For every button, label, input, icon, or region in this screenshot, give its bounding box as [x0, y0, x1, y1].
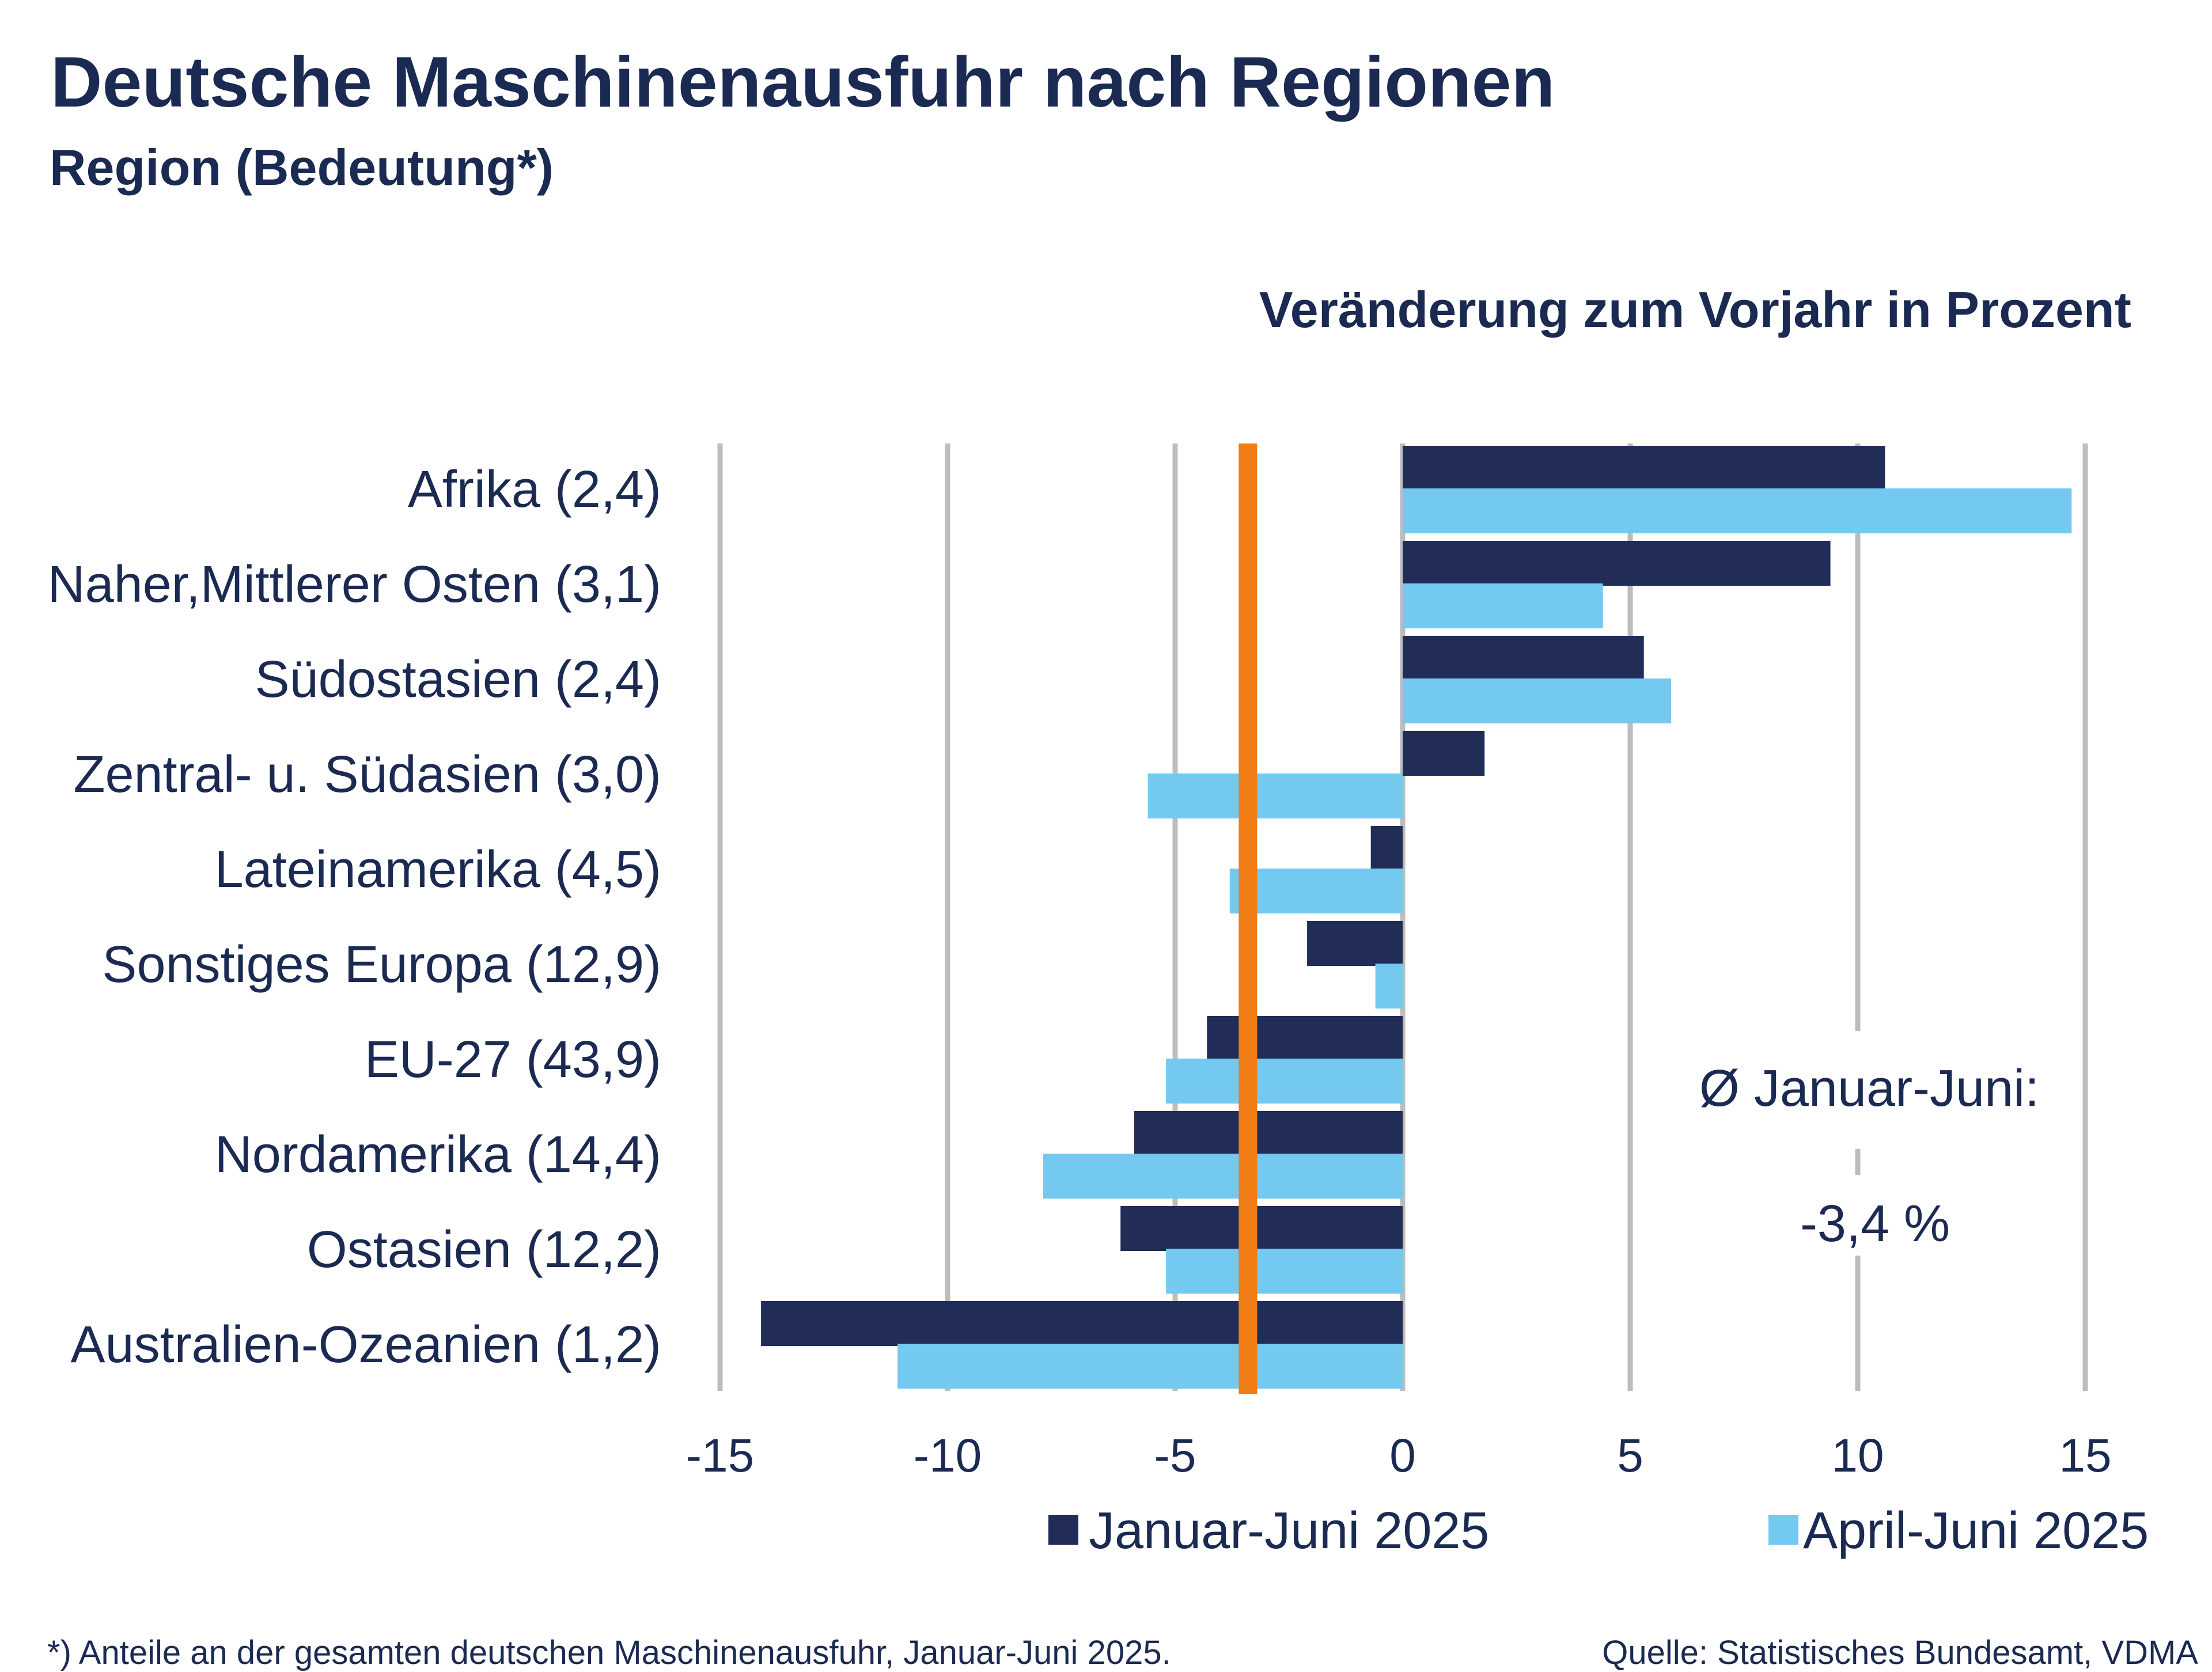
bar-januar-juni: [1134, 1111, 1403, 1156]
legend-swatch: [1048, 1515, 1078, 1545]
legend-label: April-Juni 2025: [1803, 1502, 2149, 1560]
annotation-value: -3,4 %: [1800, 1195, 1950, 1253]
bar-april-juni: [1375, 964, 1403, 1008]
legend-swatch: [1768, 1515, 1798, 1545]
bar-januar-juni: [1403, 446, 1885, 491]
category-label: Südostasien (2,4): [255, 651, 661, 708]
bar-januar-juni: [1120, 1206, 1403, 1251]
category-label: Ostasien (12,2): [307, 1221, 661, 1279]
annotation-box: [1659, 1031, 2074, 1149]
bar-januar-juni: [1403, 636, 1644, 681]
x-axis-labels: -15 -10 -5 0 5 10 15: [686, 1430, 2112, 1482]
x-tick-label: 15: [2059, 1430, 2111, 1482]
bar-januar-juni: [1370, 826, 1403, 871]
legend-label: Januar-Juni 2025: [1089, 1502, 1489, 1560]
x-tick-label: 0: [1389, 1430, 1416, 1482]
x-tick-label: -10: [914, 1430, 982, 1482]
average-line: [1238, 443, 1257, 1394]
page-title: Deutsche Maschinenausfuhr nach Regionen: [51, 43, 1555, 122]
category-label: Nordamerika (14,4): [215, 1126, 661, 1184]
category-label: Afrika (2,4): [408, 461, 661, 518]
average-annotation: Ø Januar-Juni: -3,4 %: [1659, 1031, 2074, 1256]
category-label: Lateinamerika (4,5): [215, 841, 661, 898]
x-tick-label: 5: [1617, 1430, 1643, 1482]
category-label: Naher,Mittlerer Osten (3,1): [48, 556, 661, 613]
category-label: Australien-Ozeanien (1,2): [70, 1316, 661, 1374]
category-label: EU-27 (43,9): [365, 1031, 661, 1089]
category-labels: Afrika (2,4) Naher,Mittlerer Osten (3,1) S…: [48, 461, 661, 1374]
category-label: Sonstiges Europa (12,9): [102, 936, 661, 994]
bar-april-juni: [1403, 678, 1672, 723]
footnote: *) Anteile an der gesamten deutschen Mas…: [47, 1634, 1171, 1671]
bar-april-juni: [1043, 1154, 1403, 1199]
bar-april-juni: [897, 1344, 1403, 1389]
bar-januar-juni: [1403, 541, 1831, 586]
bars: [761, 446, 2072, 1389]
chart-title: Veränderung zum Vorjahr in Prozent: [1259, 281, 2131, 338]
bar-april-juni: [1147, 774, 1403, 818]
bar-januar-juni: [1307, 921, 1403, 966]
x-tick-label: 10: [1831, 1430, 1884, 1482]
page-subtitle: Region (Bedeutung*): [50, 139, 554, 196]
source-note: Quelle: Statistisches Bundesamt, VDMA: [1602, 1634, 2198, 1671]
bar-april-juni: [1229, 869, 1403, 913]
category-label: Zentral- u. Südasien (3,0): [74, 746, 662, 803]
average-line-bar: [1238, 443, 1257, 1394]
annotation-box: [1751, 1175, 1993, 1256]
bar-april-juni: [1166, 1059, 1403, 1104]
bar-januar-juni: [761, 1301, 1403, 1346]
legend: Januar-Juni 2025 April-Juni 2025: [1048, 1502, 2149, 1560]
bar-januar-juni: [1207, 1016, 1403, 1061]
bar-april-juni: [1166, 1249, 1403, 1294]
bar-april-juni: [1403, 583, 1603, 628]
bar-april-juni: [1403, 488, 2072, 533]
annotation-label: Ø Januar-Juni:: [1699, 1060, 2039, 1117]
x-tick-label: -5: [1154, 1430, 1196, 1482]
x-tick-label: -15: [686, 1430, 755, 1482]
bar-januar-juni: [1403, 731, 1485, 776]
